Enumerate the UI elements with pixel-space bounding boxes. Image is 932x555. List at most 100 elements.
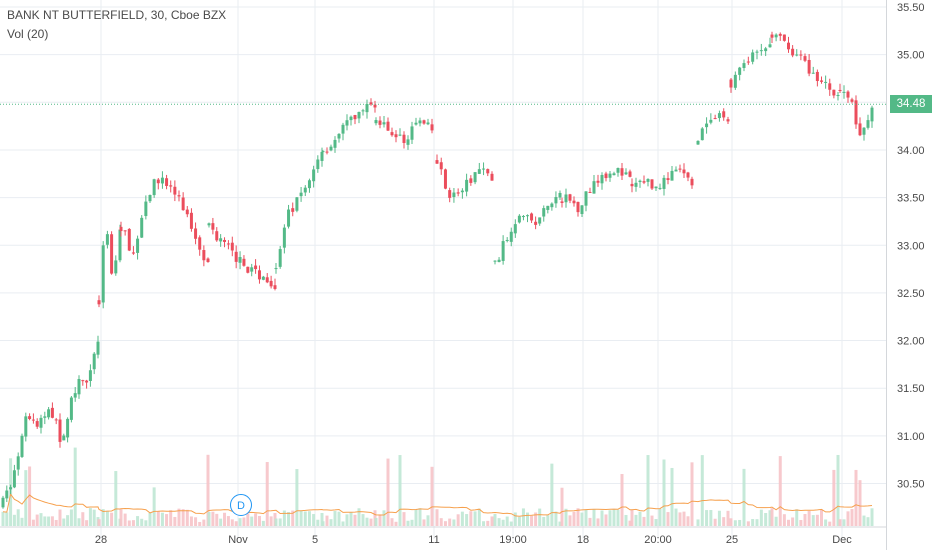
volume-bar [630,510,634,526]
candle-body [198,237,202,250]
candle-body [54,419,58,421]
volume-bar [717,510,721,526]
candle-body [35,421,39,427]
volume-bar [662,459,666,526]
volume-bar [357,508,361,526]
volume-bar [238,518,242,526]
candle-body [517,215,521,223]
candle-body [726,119,730,122]
x-tick-label: 5 [312,534,318,546]
volume-bar [509,521,513,526]
candle-body [443,169,447,189]
candle-body [131,252,135,254]
volume-bar [414,509,418,526]
volume-bar [866,517,870,526]
candle-body [62,435,66,441]
x-tick-label: 11 [428,534,439,546]
volume-bar [316,519,320,526]
volume-bar [674,508,678,526]
candle-body [700,128,704,141]
candle-body [349,116,353,121]
candle-body [638,180,642,183]
volume-bar [345,514,349,526]
y-tick-label: 32.50 [897,288,925,300]
volume-bar [287,512,291,526]
volume-bar [291,510,295,526]
candle-body [778,33,782,36]
y-tick-label: 35.50 [897,2,925,14]
volume-bar [226,516,230,526]
candle-body [678,168,682,170]
candle-body [782,34,786,41]
candle-body [418,120,422,124]
volume-bar [282,510,286,526]
candle-body [269,280,273,287]
candle-body [250,267,254,272]
volume-bar [144,520,148,526]
candle-body [759,50,763,52]
candle-body [558,192,562,198]
volume-bar [337,511,341,526]
volume-bar [426,515,430,526]
dividend-event-badge[interactable]: D [230,494,252,516]
volume-bar [194,517,198,526]
volume-bar [795,509,799,526]
candle-body [185,209,189,215]
candle-body [568,194,572,201]
candle-body [572,200,576,204]
volume-bar [28,466,32,526]
candle-body [173,186,177,195]
candle-body [608,173,612,178]
candle-body [278,249,282,267]
volume-bar [382,510,386,526]
volume-bar [820,509,823,526]
x-tick-label: 28 [95,534,107,546]
candle-body [430,124,434,131]
volume-bar [219,518,223,526]
volume-bar [101,509,105,526]
volume-bar [312,514,316,526]
volume-bar [181,509,185,526]
candle-body [682,169,686,174]
volume-bar [24,470,28,526]
volume-bar [799,519,803,526]
volume-bar [16,509,20,526]
volume-bar [295,469,299,526]
candle-body [824,81,828,83]
volume-bar [497,518,501,526]
candle-body [580,205,584,214]
candle-body [378,120,382,125]
volume-bar [152,487,156,526]
volume-bar [700,455,704,526]
volume-bar [85,520,89,526]
candle-body [642,181,646,183]
volume-bar [439,518,443,526]
volume-bar [616,509,620,526]
volume-bar [560,487,564,526]
volume-bar [307,511,311,526]
candle-body [246,266,250,273]
candle-body [312,169,316,182]
volume-bar [709,510,713,526]
candle-body [742,63,746,68]
candle-body [768,44,772,48]
x-tick-label: 25 [726,534,738,546]
volume-bar [690,462,694,526]
volume-bar [774,516,778,526]
candle-body [202,250,206,261]
volume-bar [828,521,832,526]
volume-bar [390,518,394,526]
candle-body [584,191,588,206]
volume-bar [854,469,858,526]
volume-bar [596,518,600,526]
candle-body [101,245,105,303]
x-tick-label: Dec [832,534,852,546]
volume-bar [815,514,819,526]
candle-body [686,172,690,178]
volume-bar [148,512,152,526]
volume-bar [746,521,750,526]
candle-body [5,490,9,499]
volume-bar [634,514,638,526]
